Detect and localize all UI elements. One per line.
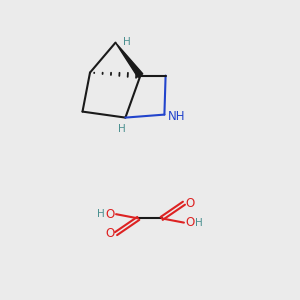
Text: H: H: [195, 218, 203, 228]
Text: O: O: [105, 208, 115, 221]
Text: H: H: [123, 37, 131, 47]
Text: O: O: [185, 197, 195, 210]
Text: O: O: [105, 227, 115, 240]
Text: H: H: [118, 124, 126, 134]
Text: H: H: [97, 209, 105, 219]
Polygon shape: [116, 43, 143, 77]
Text: NH: NH: [168, 110, 185, 123]
Text: O: O: [185, 216, 195, 229]
